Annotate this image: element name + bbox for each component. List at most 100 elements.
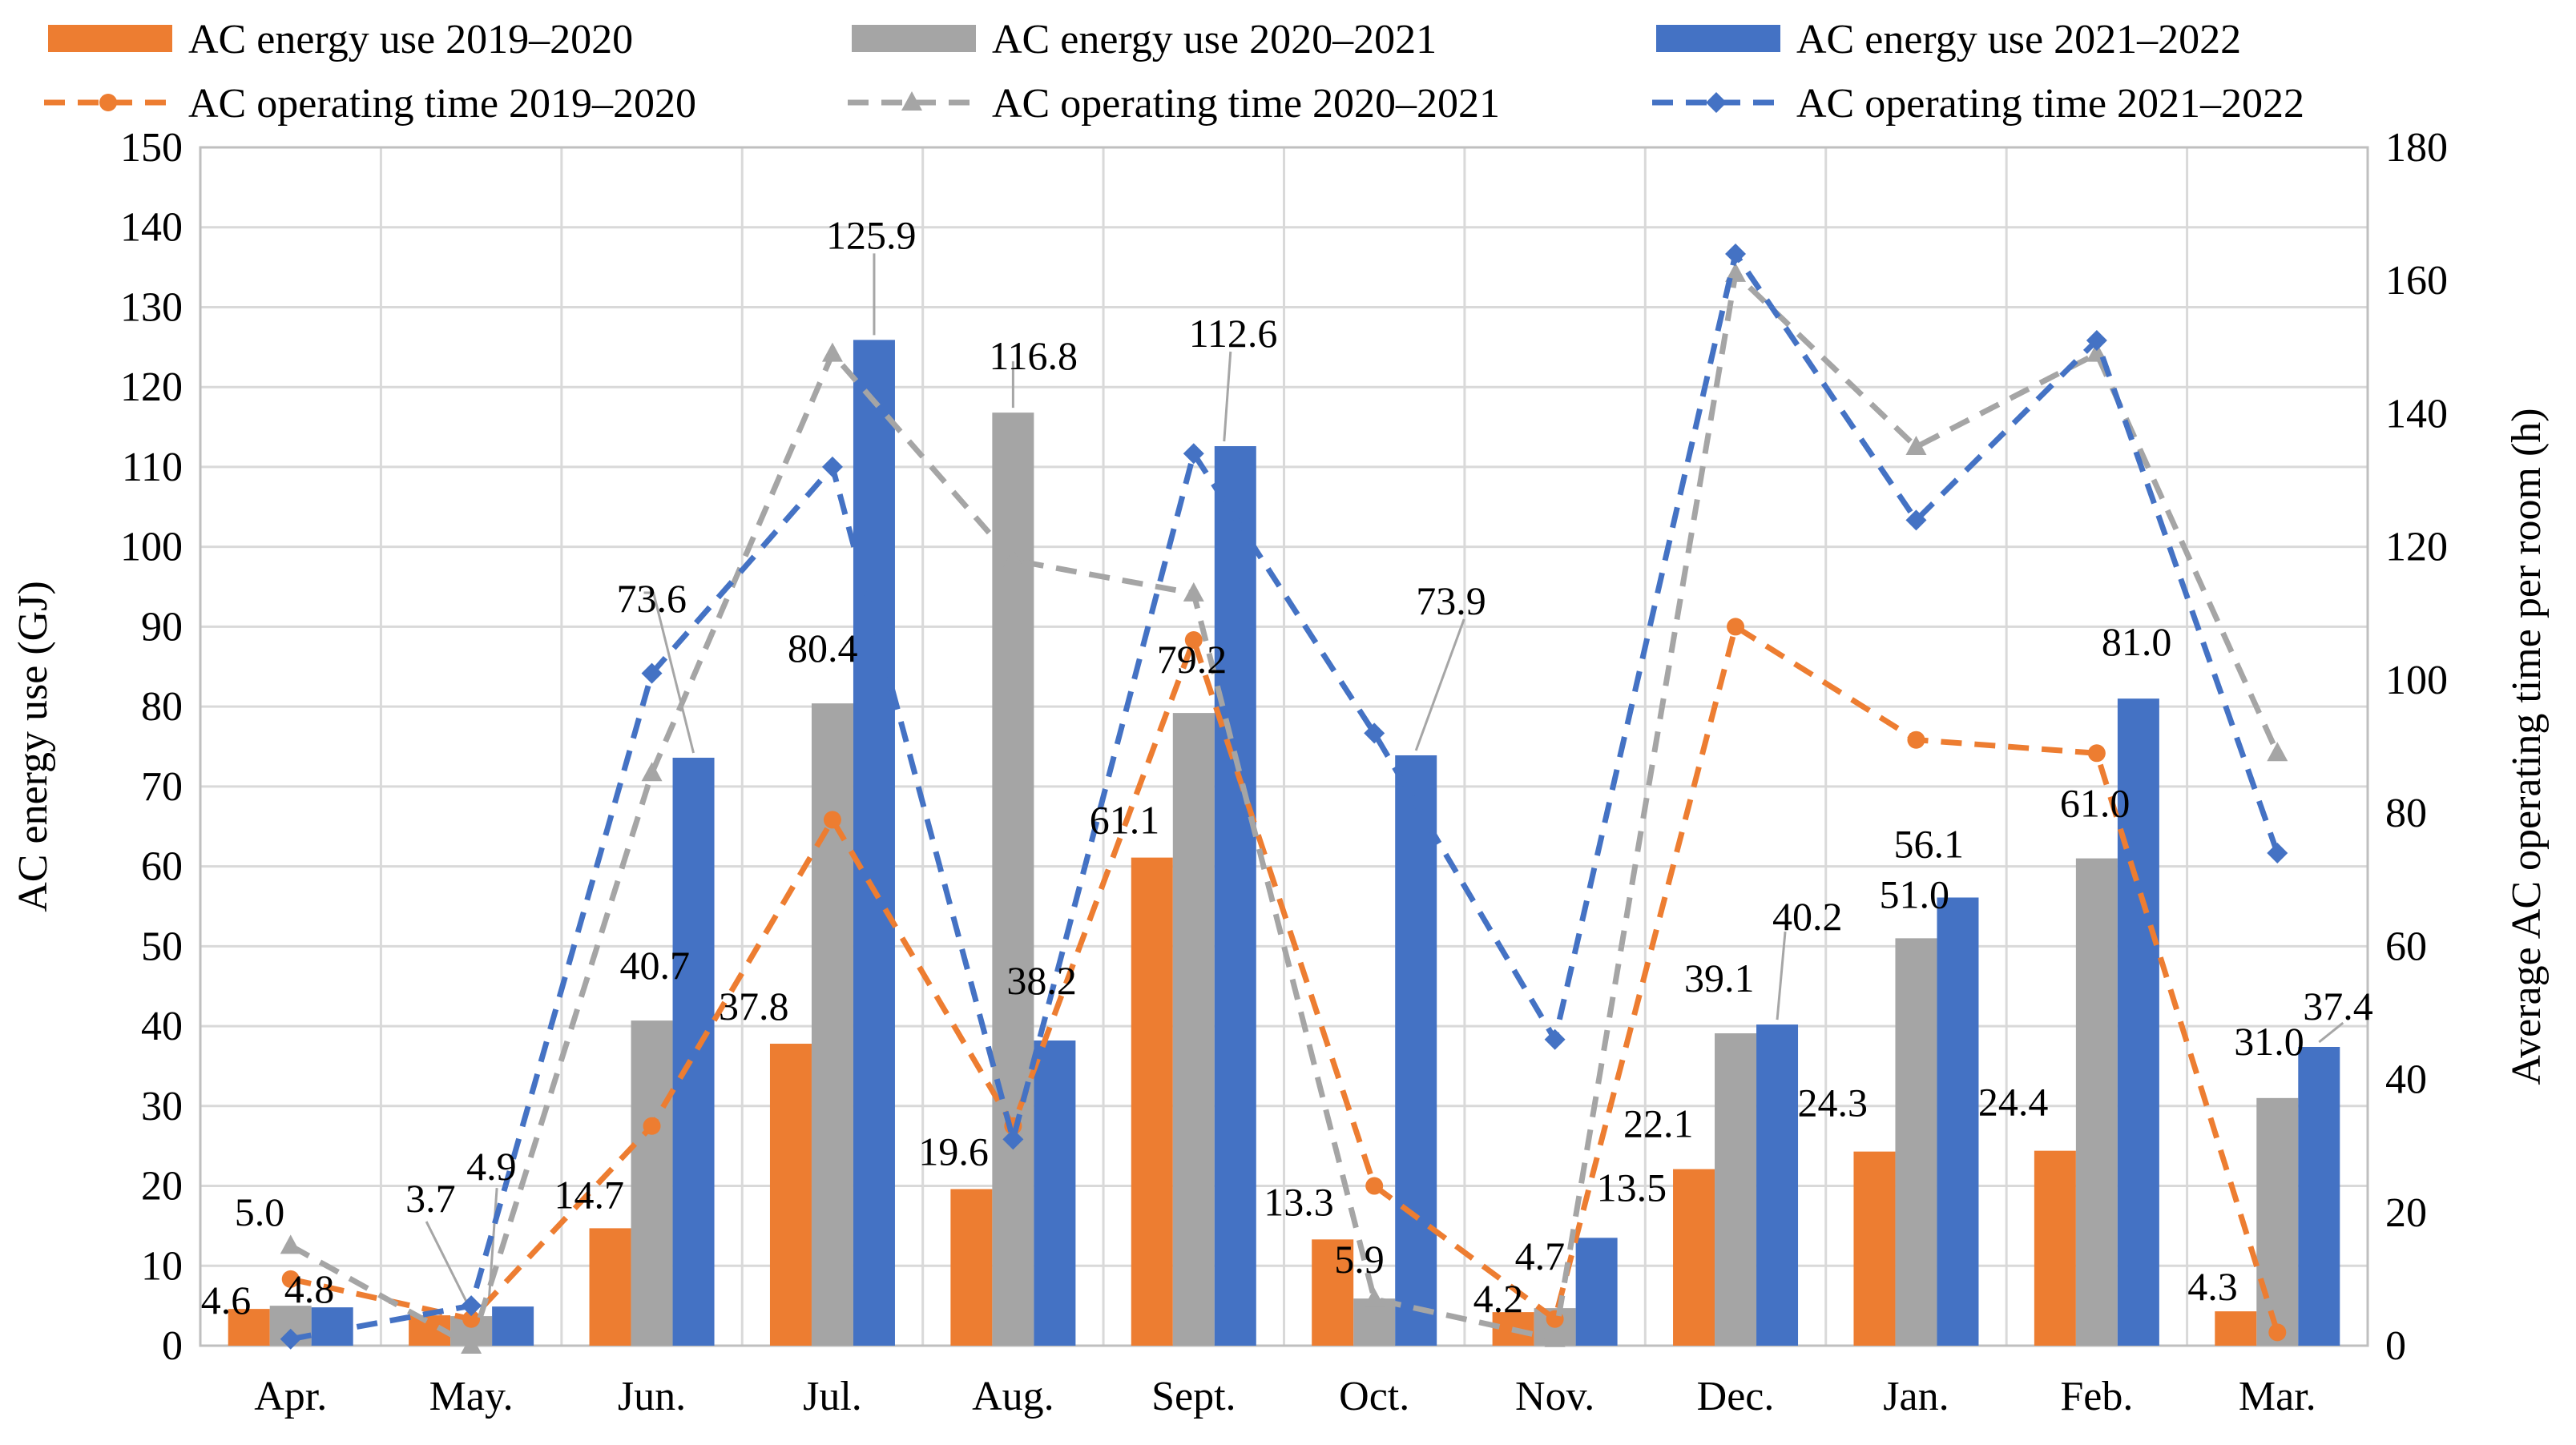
line-point bbox=[1365, 1177, 1384, 1195]
data-label: 61.1 bbox=[1090, 798, 1160, 843]
y2-tick-label: 160 bbox=[2385, 258, 2448, 304]
line-point bbox=[1184, 631, 1203, 650]
data-label: 5.0 bbox=[235, 1189, 285, 1234]
data-label: 40.7 bbox=[620, 943, 691, 988]
line-point bbox=[280, 1328, 301, 1350]
legend-label: AC operating time 2019–2020 bbox=[188, 81, 696, 127]
bar bbox=[2298, 1046, 2340, 1346]
line-point bbox=[1544, 1028, 1566, 1050]
legend: AC energy use 2019–2020 AC energy use 202… bbox=[44, 17, 2304, 127]
data-label: 51.0 bbox=[1879, 871, 1949, 916]
bar bbox=[1715, 1033, 1757, 1346]
legend-label: AC energy use 2021–2022 bbox=[1796, 17, 2241, 62]
bar bbox=[853, 340, 895, 1346]
line-point bbox=[1544, 1327, 1566, 1347]
data-label: 80.4 bbox=[788, 626, 857, 670]
y-tick-label: 120 bbox=[120, 364, 183, 410]
line-point bbox=[1002, 549, 1024, 569]
bar bbox=[1312, 1239, 1354, 1346]
y-axis-title: AC energy use (GJ) bbox=[10, 581, 56, 912]
bar bbox=[2117, 698, 2159, 1346]
y-tick-label: 10 bbox=[141, 1243, 183, 1289]
bar bbox=[769, 1044, 812, 1346]
bar bbox=[1673, 1169, 1715, 1346]
y-tick-label: 40 bbox=[141, 1004, 183, 1049]
bar bbox=[2034, 1150, 2076, 1346]
legend-marker bbox=[99, 94, 117, 111]
bar bbox=[1937, 897, 1979, 1346]
line-point bbox=[461, 1295, 482, 1317]
bars bbox=[228, 340, 2340, 1346]
x-tick-label: Dec. bbox=[1697, 1374, 1775, 1419]
data-label: 4.3 bbox=[2187, 1264, 2238, 1309]
line-point bbox=[1002, 1129, 1024, 1150]
bar bbox=[672, 757, 715, 1346]
leader-line bbox=[425, 1221, 473, 1312]
y-tick-label: 90 bbox=[141, 604, 183, 650]
x-tick-label: Oct. bbox=[1339, 1374, 1409, 1419]
data-label: 13.5 bbox=[1597, 1165, 1667, 1210]
data-label: 39.1 bbox=[1684, 956, 1755, 1000]
data-label: 19.6 bbox=[918, 1129, 989, 1174]
line-point bbox=[823, 811, 841, 829]
data-labels: 4.6 14.7 37.8 19.6 61.1 13.3 4.2 22.1 24.3 24.4 4.… bbox=[201, 212, 2373, 1322]
series-line bbox=[290, 247, 2280, 1342]
bar bbox=[589, 1228, 631, 1346]
y-tick-label: 140 bbox=[120, 205, 183, 251]
leader-line bbox=[1223, 351, 1232, 442]
x-tick-label: Feb. bbox=[2060, 1374, 2133, 1419]
y2-tick-label: 20 bbox=[2385, 1190, 2427, 1236]
legend-label: AC operating time 2021–2022 bbox=[1796, 81, 2304, 127]
line-point bbox=[2267, 742, 2288, 762]
line-point bbox=[2087, 744, 2106, 763]
bar bbox=[1172, 713, 1215, 1346]
data-label: 125.9 bbox=[826, 212, 917, 257]
x-tick-label: Sept. bbox=[1151, 1374, 1236, 1419]
leader-line bbox=[2318, 1021, 2344, 1044]
y2-tick-label: 40 bbox=[2385, 1057, 2427, 1103]
x-tick-label: Jan. bbox=[1883, 1374, 1949, 1419]
y-tick-label: 130 bbox=[120, 284, 183, 330]
bar bbox=[492, 1306, 534, 1346]
y-tick-label: 80 bbox=[141, 684, 183, 730]
bar bbox=[950, 1189, 993, 1346]
y2-tick-label: 80 bbox=[2385, 791, 2427, 836]
data-label: 22.1 bbox=[1623, 1101, 1693, 1146]
data-label: 4.2 bbox=[1473, 1276, 1524, 1321]
plot-area-border bbox=[199, 146, 2369, 1347]
legend-swatch bbox=[852, 25, 976, 52]
data-label: 24.4 bbox=[1978, 1080, 2049, 1125]
data-label: 112.6 bbox=[1189, 311, 1278, 356]
bar bbox=[228, 1309, 270, 1346]
bar bbox=[1395, 755, 1437, 1346]
y2-tick-label: 0 bbox=[2385, 1323, 2406, 1369]
legend-label: AC energy use 2019–2020 bbox=[188, 17, 633, 62]
line-point bbox=[2268, 1323, 2287, 1342]
y2-tick-label: 140 bbox=[2385, 391, 2448, 437]
bar bbox=[2075, 858, 2118, 1346]
x-tick-label: Jul. bbox=[803, 1374, 862, 1419]
y-tick-label: 60 bbox=[141, 844, 183, 890]
bar bbox=[311, 1307, 353, 1346]
line-point bbox=[461, 1334, 482, 1354]
data-label: 61.0 bbox=[2060, 781, 2131, 826]
x-tick-label: Nov. bbox=[1515, 1374, 1594, 1419]
line-point bbox=[821, 342, 843, 362]
line-point bbox=[1364, 1287, 1385, 1307]
line-point bbox=[1905, 436, 1927, 455]
line-series bbox=[280, 243, 2288, 1354]
data-label: 14.7 bbox=[554, 1172, 625, 1217]
line-point bbox=[821, 456, 843, 477]
legend-marker bbox=[1706, 92, 1727, 113]
bar bbox=[1575, 1238, 1618, 1346]
y2-tick-label: 60 bbox=[2385, 924, 2427, 969]
data-label: 73.9 bbox=[1416, 578, 1486, 623]
data-label: 56.1 bbox=[1893, 821, 1964, 866]
data-label: 5.9 bbox=[1334, 1237, 1385, 1282]
data-label: 37.8 bbox=[719, 984, 789, 1028]
x-tick-label: Mar. bbox=[2239, 1374, 2316, 1419]
x-tick-label: May. bbox=[429, 1374, 514, 1419]
bar bbox=[811, 703, 853, 1346]
data-label: 4.9 bbox=[466, 1144, 517, 1189]
y2-tick-label: 180 bbox=[2385, 125, 2448, 171]
